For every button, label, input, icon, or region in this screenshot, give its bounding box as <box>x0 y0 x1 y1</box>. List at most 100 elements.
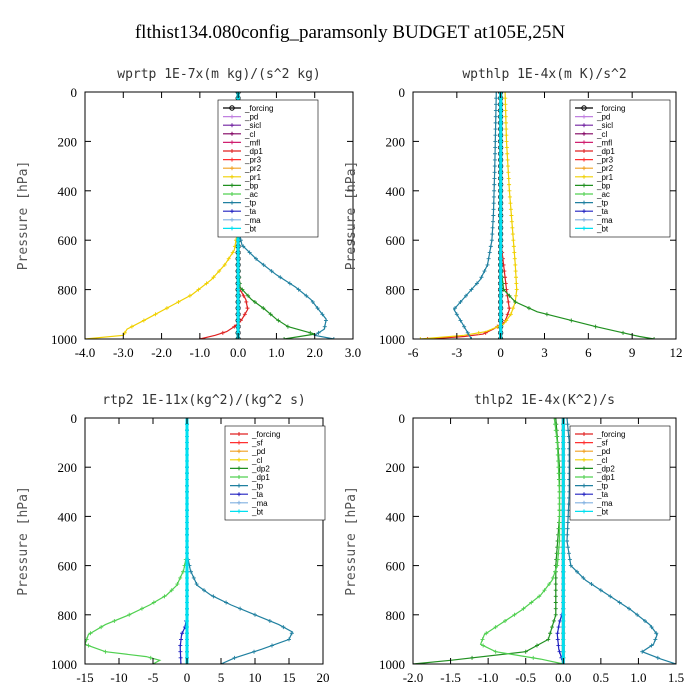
legend-marker <box>237 483 241 488</box>
legend-entry-ta: _ta <box>575 490 609 499</box>
data-point <box>494 96 499 101</box>
legend-marker <box>582 226 586 231</box>
data-point <box>557 532 562 537</box>
data-point <box>164 306 169 311</box>
data-point <box>553 428 558 433</box>
legend-label: _ta <box>244 207 257 216</box>
data-point <box>492 182 497 187</box>
data-point <box>537 594 542 599</box>
data-point <box>556 643 561 648</box>
legend-entry-forcing: _forcing <box>230 430 280 439</box>
data-point <box>493 145 498 150</box>
y-tick-label: 200 <box>58 460 78 475</box>
data-point <box>211 594 216 599</box>
data-point <box>236 287 241 292</box>
series-markers-dp1 <box>480 418 566 664</box>
data-point <box>649 643 654 648</box>
x-tick-label: -5 <box>148 670 159 685</box>
legend-marker <box>582 449 586 454</box>
data-point <box>561 434 566 439</box>
legend-marker <box>237 466 241 471</box>
legend-entry-pd: _pd <box>575 113 610 122</box>
data-point <box>553 594 558 599</box>
legend-entry-dp1: _dp1 <box>575 147 615 156</box>
data-point <box>236 275 241 280</box>
data-point <box>627 606 632 611</box>
data-point <box>323 318 328 323</box>
data-point <box>561 520 566 525</box>
data-point <box>557 483 562 488</box>
legend-marker <box>237 449 241 454</box>
data-point <box>498 225 503 230</box>
legend: _forcing_sf_pd_cl_dp2_dp1_tp_ta_ma_bt <box>224 425 326 521</box>
data-point <box>498 108 503 113</box>
y-tick-label: 800 <box>58 608 78 623</box>
data-point <box>565 520 570 525</box>
data-point <box>507 188 512 193</box>
series-markers-bt <box>185 418 189 664</box>
data-point <box>462 324 467 329</box>
figure-title: flthist134.080config_paramsonly BUDGET a… <box>135 22 566 43</box>
data-point <box>304 293 309 298</box>
data-point <box>566 428 571 433</box>
data-point <box>498 312 503 317</box>
data-point <box>493 120 498 125</box>
series-markers-bt <box>498 92 503 339</box>
legend-label: _bp <box>596 181 611 190</box>
y-tick-label: 1000 <box>51 332 77 347</box>
data-point <box>498 194 503 199</box>
data-point <box>556 551 561 556</box>
data-point <box>561 532 566 537</box>
data-point <box>498 207 503 212</box>
y-tick-label: 0 <box>71 85 78 100</box>
data-point <box>236 269 241 274</box>
data-point <box>236 250 241 255</box>
legend-label: _ma <box>596 216 613 225</box>
legend-marker <box>230 140 234 145</box>
legend-label: _ta <box>596 207 609 216</box>
data-point <box>507 182 512 187</box>
data-point <box>556 471 561 476</box>
data-point <box>185 575 189 580</box>
legend-entry-dp2: _dp2 <box>230 464 270 473</box>
legend-label: _pd <box>596 447 610 456</box>
x-tick-label: -4.0 <box>75 345 96 360</box>
data-point <box>185 625 189 630</box>
data-point <box>556 545 561 550</box>
x-tick-label: -2.0 <box>151 345 172 360</box>
data-point <box>320 312 325 317</box>
data-point <box>556 465 561 470</box>
data-point <box>561 606 566 611</box>
data-point <box>552 418 557 420</box>
data-point <box>242 312 247 317</box>
legend-entry-mfl: _mfl <box>575 138 612 147</box>
data-point <box>469 337 474 339</box>
legend-label: _ma <box>596 499 613 508</box>
data-point <box>561 637 566 642</box>
data-point <box>226 256 231 261</box>
data-point <box>508 207 513 212</box>
data-point <box>554 434 559 439</box>
legend-label: _pd <box>596 113 610 122</box>
legend-marker <box>582 500 586 505</box>
data-point <box>490 225 495 230</box>
data-point <box>531 655 536 660</box>
data-point <box>276 318 281 323</box>
data-point <box>217 269 222 274</box>
x-tick-label: 0 <box>497 345 504 360</box>
legend-label: _sicl <box>244 121 261 130</box>
legend-entry-pd: _pd <box>230 447 265 456</box>
data-point <box>185 514 189 519</box>
data-point <box>491 213 496 218</box>
data-point <box>244 299 249 304</box>
data-point <box>287 281 292 286</box>
series-markers-bt <box>561 418 566 664</box>
legend-marker <box>237 500 241 505</box>
legend-entry-ma: _ma <box>223 216 261 225</box>
data-point <box>511 238 516 243</box>
data-point <box>185 532 189 537</box>
data-point <box>268 312 273 317</box>
legend-entry-bp: _bp <box>223 181 259 190</box>
data-point <box>185 526 189 531</box>
legend-label: _tp <box>596 482 609 491</box>
